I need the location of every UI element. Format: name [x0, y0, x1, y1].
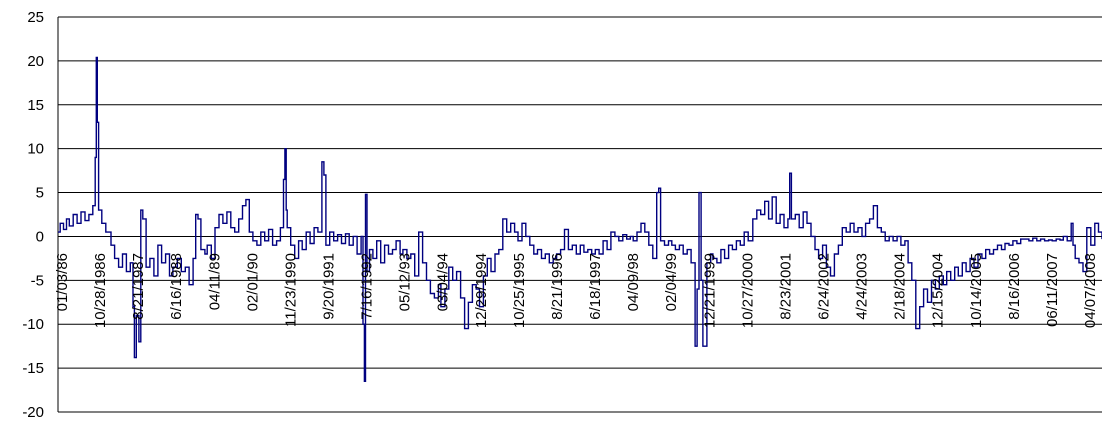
x-tick-label: 10/14/2005 [968, 253, 985, 328]
x-tick-label: 8/16/2006 [1006, 253, 1023, 320]
x-tick-label: 04/11/89 [206, 253, 223, 310]
y-tick-label: 10 [27, 141, 44, 158]
x-tick-label: 6/18/1997 [587, 253, 604, 320]
y-tick-label: 5 [36, 185, 44, 202]
x-tick-label: 04/07/2008 [1082, 253, 1099, 328]
y-tick-label: -15 [22, 360, 44, 377]
gridlines [57, 16, 1102, 413]
y-tick-label: 0 [36, 228, 44, 245]
series-layer [58, 56, 1102, 382]
x-tick-label: 7/16/1992 [359, 253, 376, 320]
x-tick-label: 2/18/2004 [892, 253, 909, 320]
x-tick-label: 6/24/2002 [816, 253, 833, 320]
x-tick-label: 02/04/99 [663, 253, 680, 311]
y-tick-label: -10 [22, 316, 44, 333]
y-tick-label: 25 [27, 9, 44, 26]
x-tick-label: 12/15/2004 [930, 253, 947, 328]
x-axis-ticks: 01/03/86 10/28/1986 8/21/1987 6/16/1988 04/1… [54, 253, 1099, 328]
y-tick-label: 20 [27, 53, 44, 70]
x-tick-label: 9/20/1991 [321, 253, 338, 320]
x-tick-label: 12/21/1999 [701, 253, 718, 328]
x-tick-label: 4/24/2003 [854, 253, 871, 320]
x-tick-label: 8/21/1996 [549, 253, 566, 320]
x-tick-label: 04/09/98 [625, 253, 642, 311]
x-tick-label: 10/25/1995 [511, 253, 528, 328]
x-tick-label: 10/28/1986 [92, 253, 109, 328]
x-tick-label: 8/23/2001 [777, 253, 794, 320]
x-tick-label: 02/01/90 [244, 253, 261, 311]
y-axis-ticks: 25 20 15 10 5 0 -5 -10 -15 -20 [22, 9, 44, 421]
y-tick-label: -5 [31, 272, 44, 289]
x-tick-label: 6/16/1988 [168, 253, 185, 320]
x-tick-label: 12/29/1994 [473, 253, 490, 328]
x-tick-label: 05/12/93 [397, 253, 414, 311]
x-tick-label: 11/23/1990 [282, 253, 299, 327]
x-tick-label: 03/04/94 [435, 253, 452, 311]
y-tick-label: 15 [27, 97, 44, 114]
x-tick-label: 06/11/2007 [1044, 253, 1061, 327]
y-tick-label: -20 [22, 404, 44, 421]
x-tick-label: 01/03/86 [54, 253, 71, 311]
series-line [58, 56, 1102, 382]
x-tick-label: 8/21/1987 [130, 253, 147, 320]
x-tick-label: 10/27/2000 [739, 253, 756, 328]
